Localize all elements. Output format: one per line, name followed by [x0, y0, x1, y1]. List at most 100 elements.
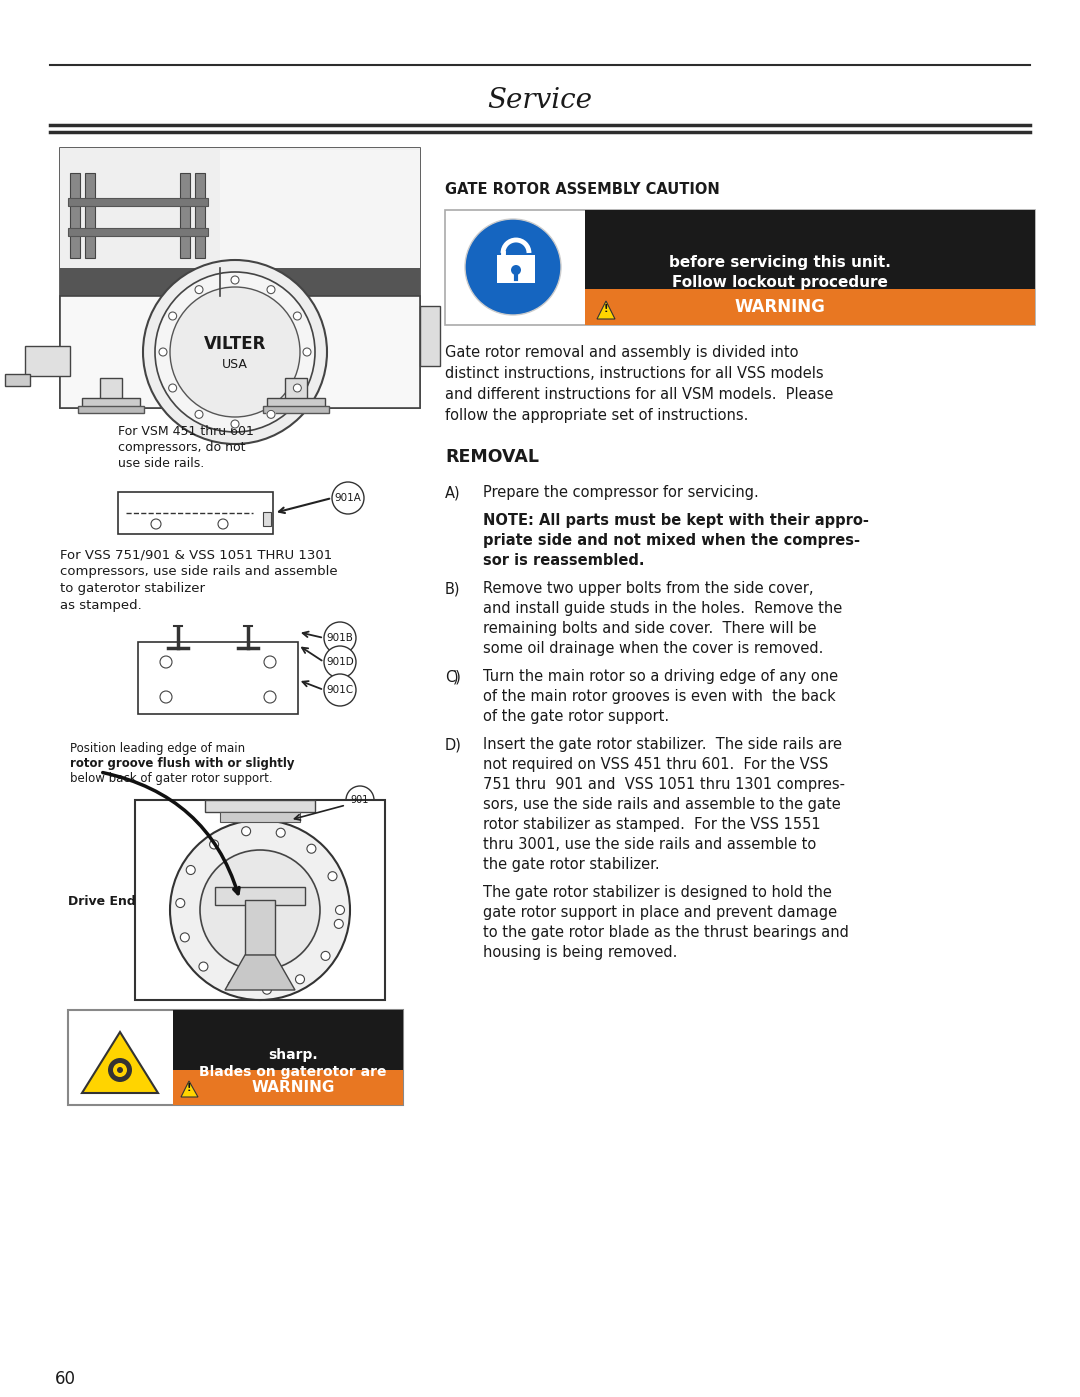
Text: VILTER: VILTER	[204, 335, 266, 353]
Text: NOTE: All parts must be kept with their appro-: NOTE: All parts must be kept with their …	[483, 513, 869, 528]
Circle shape	[170, 820, 350, 1000]
Polygon shape	[597, 300, 615, 319]
Text: Remove two upper bolts from the side cover,: Remove two upper bolts from the side cov…	[483, 581, 813, 597]
Bar	[195, 173, 205, 258]
Text: 901A: 901A	[335, 493, 362, 503]
Text: 60: 60	[55, 1370, 76, 1389]
Circle shape	[335, 919, 343, 929]
Text: gate rotor support in place and prevent damage: gate rotor support in place and prevent …	[483, 905, 837, 921]
Circle shape	[324, 622, 356, 654]
Bar	[205, 800, 315, 812]
Circle shape	[168, 312, 177, 320]
Circle shape	[160, 692, 172, 703]
Circle shape	[195, 285, 203, 293]
Text: compressors, use side rails and assemble: compressors, use side rails and assemble	[60, 564, 338, 578]
Text: rotor groove flush with or slightly: rotor groove flush with or slightly	[70, 757, 295, 770]
Circle shape	[294, 312, 301, 320]
Text: priate side and not mixed when the compres-: priate side and not mixed when the compr…	[483, 534, 860, 548]
Bar	[60, 148, 420, 268]
Text: Gate rotor removal and assembly is divided into: Gate rotor removal and assembly is divid…	[445, 345, 798, 360]
Circle shape	[113, 1063, 127, 1077]
Circle shape	[267, 411, 275, 418]
Text: GATE ROTOR ASSEMBLY CAUTION: GATE ROTOR ASSEMBLY CAUTION	[445, 182, 719, 197]
Bar	[82, 398, 140, 408]
Bar	[5, 374, 30, 386]
Circle shape	[511, 265, 521, 275]
Circle shape	[159, 348, 167, 356]
Text: sharp.: sharp.	[268, 1048, 318, 1062]
Circle shape	[218, 520, 228, 529]
Text: of the gate rotor support.: of the gate rotor support.	[483, 710, 670, 724]
Circle shape	[324, 673, 356, 705]
Text: Blades on gaterotor are: Blades on gaterotor are	[199, 1065, 387, 1078]
Polygon shape	[225, 956, 295, 990]
Circle shape	[143, 260, 327, 444]
Circle shape	[195, 411, 203, 418]
Text: 751 thru  901 and  VSS 1051 thru 1301 compres-: 751 thru 901 and VSS 1051 thru 1301 comp…	[483, 777, 845, 792]
Text: to gaterotor stabilizer: to gaterotor stabilizer	[60, 583, 205, 595]
Circle shape	[186, 866, 195, 875]
Circle shape	[303, 348, 311, 356]
Text: sor is reassembled.: sor is reassembled.	[483, 553, 645, 569]
Bar	[100, 379, 122, 402]
Text: not required on VSS 451 thru 601.  For the VSS: not required on VSS 451 thru 601. For th…	[483, 757, 828, 773]
Bar	[220, 812, 300, 821]
Text: Prepare the compressor for servicing.: Prepare the compressor for servicing.	[483, 485, 759, 500]
Text: 901B: 901B	[326, 633, 353, 643]
Bar	[585, 289, 1035, 326]
Bar	[220, 149, 420, 268]
Text: the gate rotor stabilizer.: the gate rotor stabilizer.	[483, 856, 660, 872]
Bar	[215, 887, 305, 905]
Circle shape	[231, 277, 239, 284]
Text: Position leading edge of main: Position leading edge of main	[70, 742, 245, 754]
Circle shape	[117, 1067, 123, 1073]
Bar	[497, 256, 535, 284]
Text: rotor stabilizer as stamped.  For the VSS 1551: rotor stabilizer as stamped. For the VSS…	[483, 817, 821, 833]
Bar	[68, 198, 208, 205]
Text: Turn the main rotor so a driving edge of any one: Turn the main rotor so a driving edge of…	[483, 669, 838, 685]
Circle shape	[228, 981, 238, 989]
Bar	[68, 1010, 403, 1105]
Text: USA: USA	[222, 358, 248, 370]
Circle shape	[231, 420, 239, 427]
Circle shape	[267, 285, 275, 293]
Text: Service: Service	[487, 87, 593, 113]
Circle shape	[321, 951, 330, 960]
Bar	[60, 268, 420, 296]
Text: remaining bolts and side cover.  There will be: remaining bolts and side cover. There wi…	[483, 622, 816, 636]
Text: below back of gater rotor support.: below back of gater rotor support.	[70, 773, 272, 785]
Bar	[60, 298, 420, 303]
Circle shape	[151, 520, 161, 529]
Text: REMOVAL: REMOVAL	[445, 448, 539, 467]
Bar	[445, 210, 1035, 326]
Circle shape	[200, 849, 320, 970]
Bar	[85, 173, 95, 258]
Bar	[60, 296, 420, 408]
Circle shape	[168, 384, 177, 393]
Text: compressors, do not: compressors, do not	[118, 441, 245, 454]
Bar	[118, 492, 273, 534]
Bar	[60, 148, 420, 408]
Circle shape	[294, 384, 301, 393]
Text: 901C: 901C	[326, 685, 353, 694]
Bar	[135, 800, 384, 1000]
Circle shape	[276, 828, 285, 837]
Bar	[267, 398, 325, 408]
Circle shape	[264, 692, 276, 703]
Circle shape	[332, 482, 364, 514]
Text: Drive End: Drive End	[68, 895, 136, 908]
Circle shape	[199, 963, 208, 971]
Bar	[285, 379, 307, 402]
Circle shape	[170, 286, 300, 416]
Polygon shape	[181, 1081, 198, 1097]
Text: thru 3001, use the side rails and assemble to: thru 3001, use the side rails and assemb…	[483, 837, 816, 852]
Text: C): C)	[445, 669, 461, 685]
Circle shape	[242, 827, 251, 835]
Circle shape	[180, 933, 189, 942]
Text: Insert the gate rotor stabilizer.  The side rails are: Insert the gate rotor stabilizer. The si…	[483, 738, 842, 752]
Circle shape	[296, 975, 305, 983]
Text: before servicing this unit.: before servicing this unit.	[670, 254, 891, 270]
Text: !: !	[187, 1083, 191, 1092]
Bar	[68, 228, 208, 236]
Text: housing is being removed.: housing is being removed.	[483, 944, 677, 960]
